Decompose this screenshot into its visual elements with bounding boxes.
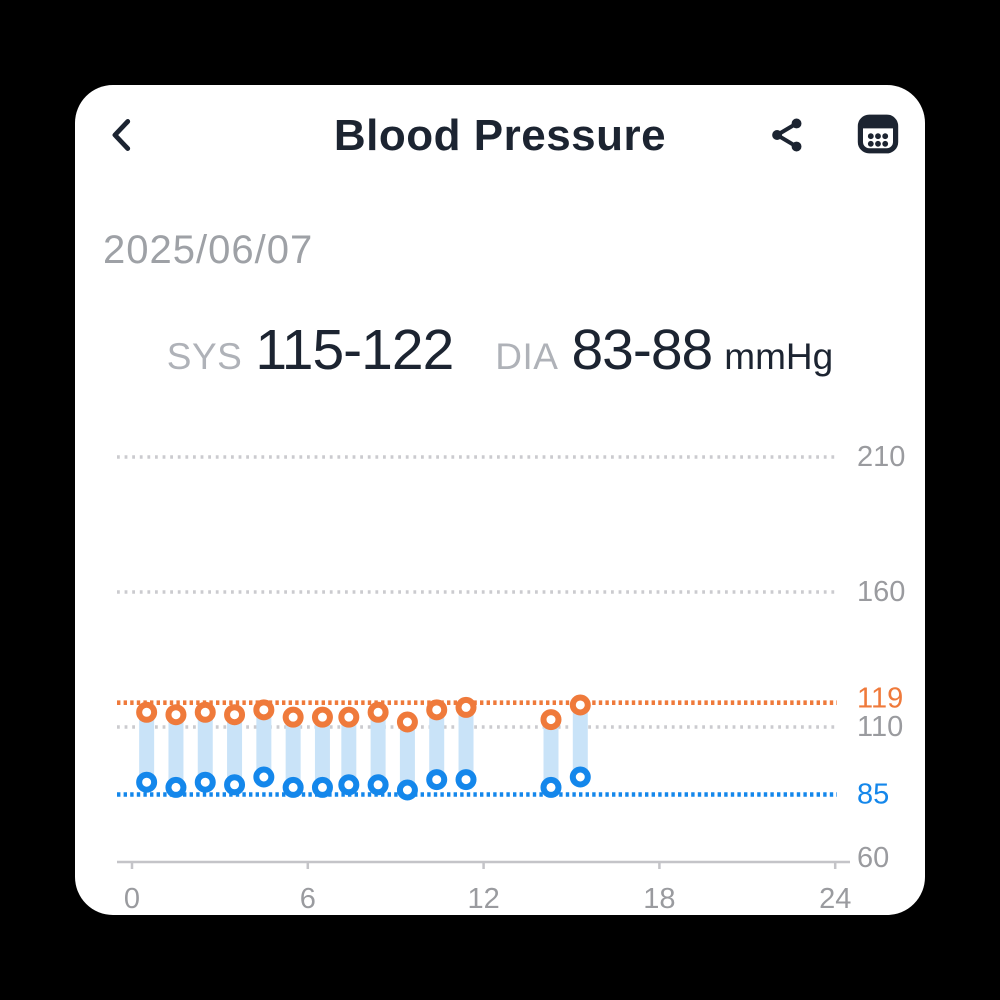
dia-point[interactable] [396, 779, 418, 801]
dia-point[interactable] [338, 774, 360, 796]
sys-point[interactable] [367, 701, 389, 723]
bp-range-bar[interactable] [139, 712, 155, 783]
bp-range-bar[interactable] [399, 722, 415, 790]
page-title: Blood Pressure [333, 111, 667, 160]
dia-point[interactable] [569, 766, 591, 788]
share-icon [772, 118, 802, 152]
bp-range-bar[interactable] [370, 712, 386, 785]
dia-point[interactable] [253, 766, 275, 788]
dia-point[interactable] [136, 771, 158, 793]
x-axis-label-0: 0 [124, 883, 140, 915]
dia-point[interactable] [455, 769, 477, 791]
y-axis-label-210: 210 [857, 441, 905, 473]
blood-pressure-card: Blood Pressure 2025/06/07 SYS 115-122 DI… [75, 85, 925, 915]
sys-range-value: 115-122 [255, 318, 454, 382]
sys-point[interactable] [224, 704, 246, 726]
sys-point[interactable] [540, 709, 562, 731]
calendar-button[interactable] [854, 110, 902, 158]
y-axis-label-160: 160 [857, 576, 905, 608]
sys-point[interactable] [338, 706, 360, 728]
bp-range-bar[interactable] [458, 707, 474, 780]
back-button[interactable] [101, 113, 145, 157]
sys-point[interactable] [455, 696, 477, 718]
dia-point[interactable] [224, 774, 246, 796]
summary-row: SYS 115-122 DIA 83-88 mmHg [75, 317, 925, 383]
unit-label: mmHg [724, 336, 834, 377]
dia-point[interactable] [367, 774, 389, 796]
sys-point[interactable] [136, 701, 158, 723]
x-axis-label-12: 12 [467, 883, 499, 915]
share-button[interactable] [765, 113, 809, 157]
calendar-icon [857, 114, 899, 154]
sys-point[interactable] [165, 704, 187, 726]
sys-point[interactable] [426, 699, 448, 721]
sys-point[interactable] [282, 706, 304, 728]
bp-range-bar[interactable] [227, 714, 243, 785]
y-axis-label-119: 119 [857, 683, 903, 715]
sys-point[interactable] [569, 694, 591, 716]
bp-range-bar[interactable] [197, 712, 213, 783]
chevron-left-icon [112, 119, 131, 151]
bp-range-bar[interactable] [285, 717, 301, 788]
bp-range-bar[interactable] [341, 717, 357, 785]
sys-label: SYS [166, 336, 243, 377]
bp-range-bar[interactable] [543, 719, 559, 788]
dia-label: DIA [495, 336, 559, 377]
bp-range-bar[interactable] [429, 709, 445, 780]
bp-range-bar[interactable] [314, 717, 330, 788]
dia-point[interactable] [540, 776, 562, 798]
dia-point[interactable] [311, 776, 333, 798]
y-axis-label-60: 60 [857, 842, 889, 874]
y-axis-label-85: 85 [857, 779, 889, 811]
sys-point[interactable] [253, 699, 275, 721]
x-axis-label-6: 6 [300, 883, 316, 915]
dia-point[interactable] [165, 776, 187, 798]
bp-range-bar[interactable] [168, 714, 184, 788]
dia-point[interactable] [426, 769, 448, 791]
y-axis-label-110: 110 [857, 711, 903, 743]
dia-range-value: 83-88 [571, 318, 713, 382]
sys-point[interactable] [311, 706, 333, 728]
bp-range-bar[interactable] [572, 704, 588, 777]
dia-point[interactable] [194, 771, 216, 793]
sys-point[interactable] [396, 711, 418, 733]
date-label: 2025/06/07 [103, 228, 314, 272]
bp-range-bar[interactable] [256, 709, 272, 777]
x-axis-label-24: 24 [819, 883, 851, 915]
x-axis-label-18: 18 [643, 883, 675, 915]
dia-point[interactable] [282, 776, 304, 798]
sys-point[interactable] [194, 701, 216, 723]
